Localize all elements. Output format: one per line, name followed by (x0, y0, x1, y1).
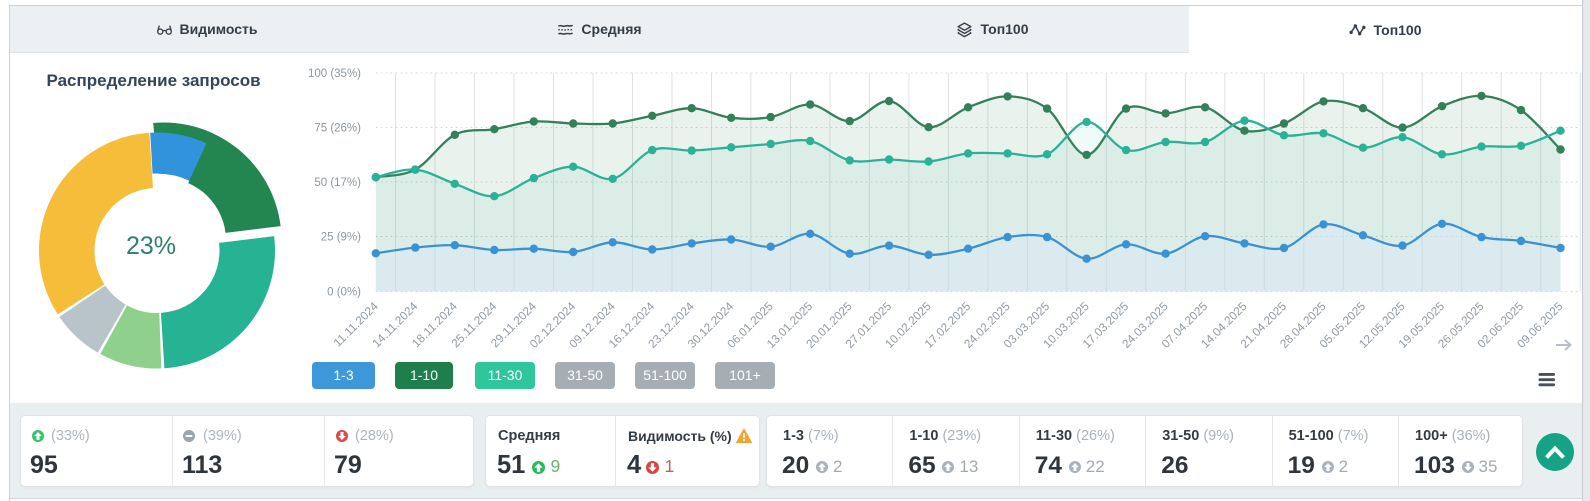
svg-text:100 (35%): 100 (35%) (308, 68, 361, 80)
svg-text:25 (9%): 25 (9%) (321, 232, 361, 244)
svg-text:0 (0%): 0 (0%) (327, 287, 361, 299)
svg-text:50 (17%): 50 (17%) (314, 177, 361, 189)
svg-text:75 (26%): 75 (26%) (314, 123, 361, 135)
svg-text:23%: 23% (126, 232, 176, 260)
